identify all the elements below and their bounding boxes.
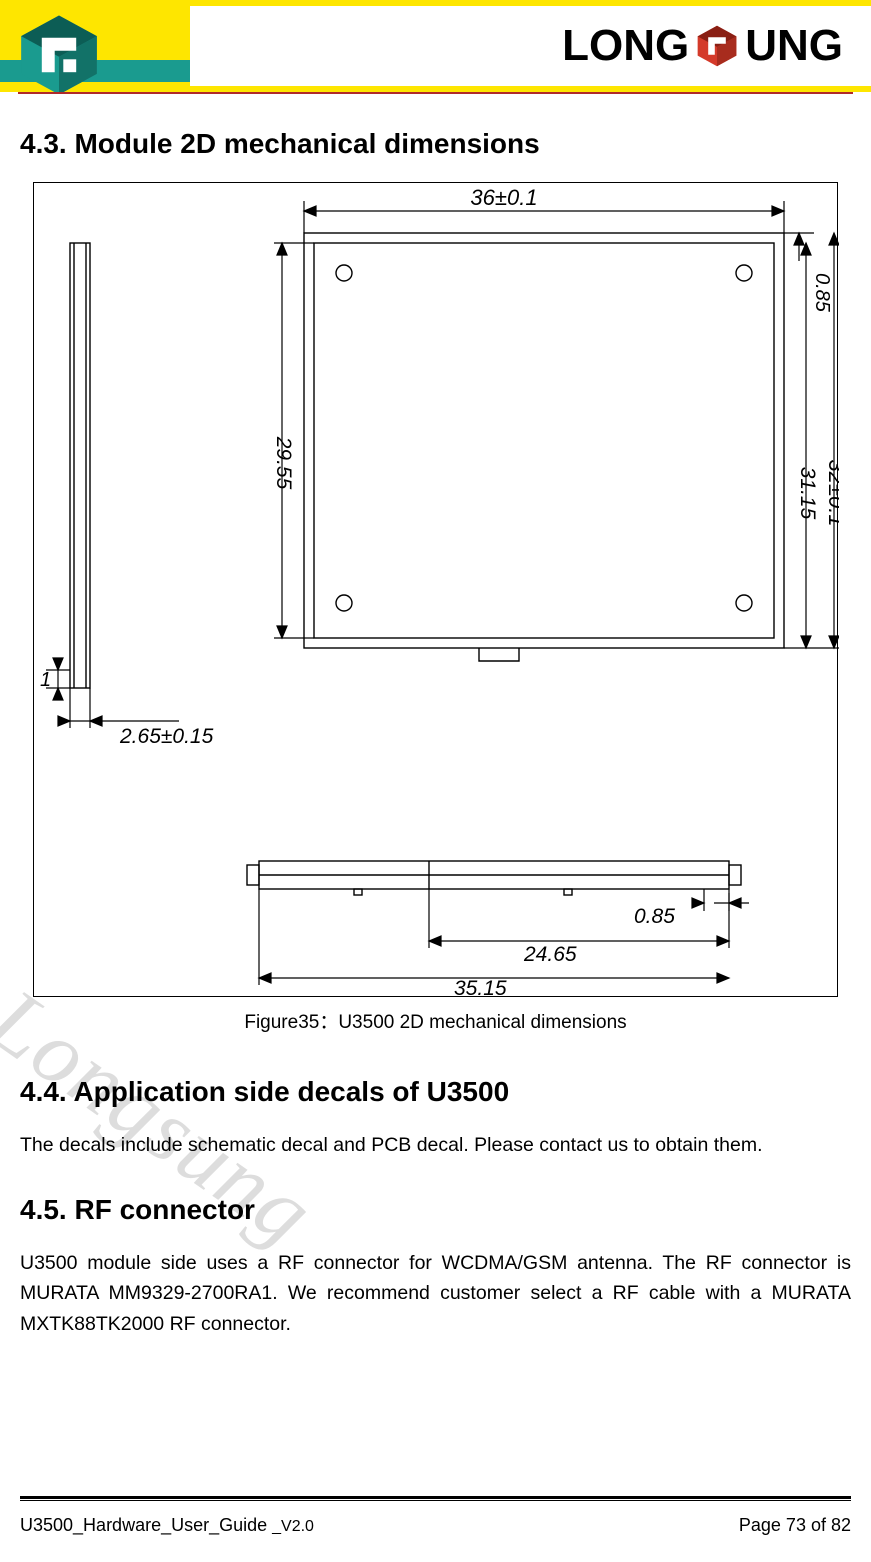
- footer-version: _V2.0: [272, 1518, 314, 1535]
- figure-35: 36±0.1 0.85 32±0.1 31.15: [33, 182, 838, 997]
- heading-4-4: 4.4. Application side decals of U3500: [20, 1076, 851, 1108]
- brand-left: LONG: [562, 21, 689, 71]
- logo-cube-icon: [16, 12, 102, 92]
- page-footer: U3500_Hardware_User_Guide _V2.0 Page 73 …: [20, 1496, 851, 1536]
- header-right-panel: LONG UNG: [190, 6, 871, 86]
- page-header: LONG UNG: [0, 0, 871, 92]
- dim-h-outer: 32±0.1: [824, 459, 839, 526]
- dim-bottom-step: 2.65±0.15: [119, 725, 214, 748]
- dim-side-h: 0.85: [634, 905, 675, 928]
- heading-4-5: 4.5. RF connector: [20, 1194, 851, 1226]
- dim-side-full: 35.15: [454, 977, 507, 998]
- footer-doc: U3500_Hardware_User_Guide: [20, 1515, 272, 1535]
- paragraph-4-5: U3500 module side uses a RF connector fo…: [20, 1248, 851, 1339]
- page-content: 4.3. Module 2D mechanical dimensions: [20, 110, 851, 1339]
- header-rule: [18, 92, 853, 94]
- footer-rule: [20, 1496, 851, 1501]
- dim-bottom-one: 1: [40, 669, 51, 691]
- brand-right: UNG: [745, 21, 843, 71]
- heading-4-3: 4.3. Module 2D mechanical dimensions: [20, 128, 851, 160]
- dim-width-top: 36±0.1: [470, 185, 537, 210]
- figure-caption: Figure35：U3500 2D mechanical dimensions: [20, 1007, 851, 1034]
- dim-corner-085: 0.85: [811, 273, 833, 313]
- footer-left: U3500_Hardware_User_Guide _V2.0: [20, 1515, 314, 1536]
- brand-wordmark: LONG UNG: [562, 21, 843, 71]
- footer-page: Page 73 of 82: [739, 1515, 851, 1536]
- dim-h-inner-l: 29.55: [272, 436, 295, 490]
- brand-cube-icon: [695, 24, 739, 68]
- dim-side-seg: 24.65: [523, 943, 577, 966]
- dim-h-inner-r: 31.15: [796, 467, 819, 520]
- paragraph-4-4: The decals include schematic decal and P…: [20, 1130, 851, 1160]
